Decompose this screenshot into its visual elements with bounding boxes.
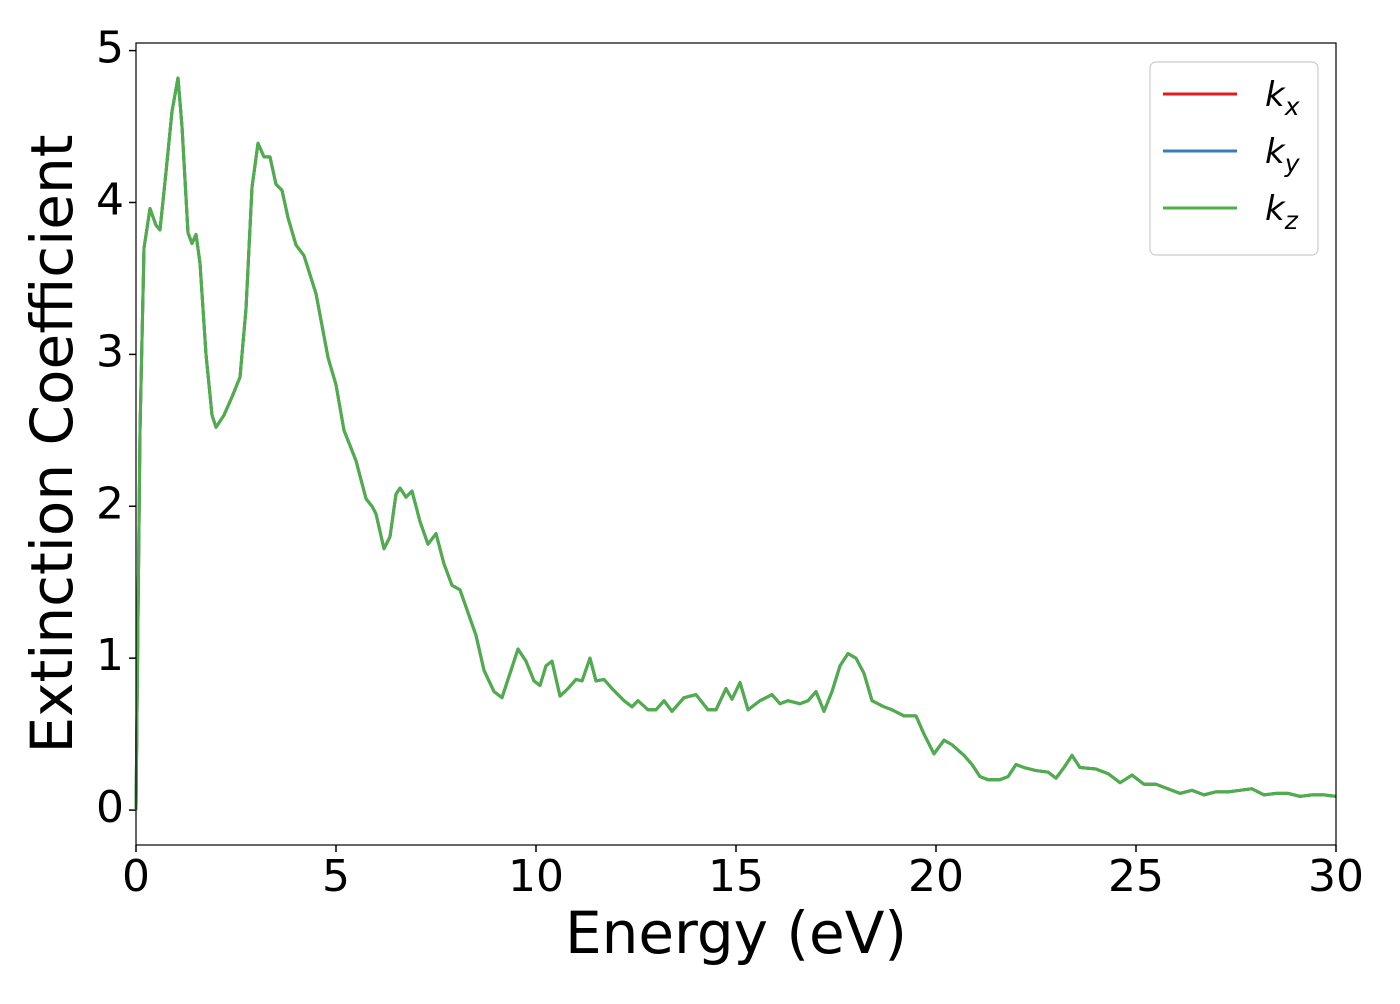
x-tick-label: 15 xyxy=(708,851,764,902)
y-tick-label: 3 xyxy=(96,326,124,377)
y-axis-label: Extinction Coefficient xyxy=(18,135,86,754)
y-tick-label: 0 xyxy=(96,782,124,833)
y-tick-label: 4 xyxy=(96,174,124,225)
x-axis-label: Energy (eV) xyxy=(565,899,907,967)
legend-label: kx xyxy=(1265,75,1300,121)
legend: kx ky kz xyxy=(1149,61,1319,256)
x-tick-label: 20 xyxy=(908,851,964,902)
plot-frame xyxy=(135,42,1337,846)
line-series xyxy=(134,76,1337,811)
y-tick-label: 2 xyxy=(96,478,124,529)
y-tick-label: 5 xyxy=(96,23,124,74)
legend-label: kz xyxy=(1265,189,1299,235)
x-tick-label: 10 xyxy=(508,851,564,902)
legend-label: ky xyxy=(1265,132,1301,178)
x-tick-label: 0 xyxy=(122,851,150,902)
x-tick-label: 30 xyxy=(1308,851,1364,902)
y-tick-label: 1 xyxy=(96,630,124,681)
x-tick-label: 25 xyxy=(1108,851,1164,902)
x-tick-label: 5 xyxy=(322,851,350,902)
